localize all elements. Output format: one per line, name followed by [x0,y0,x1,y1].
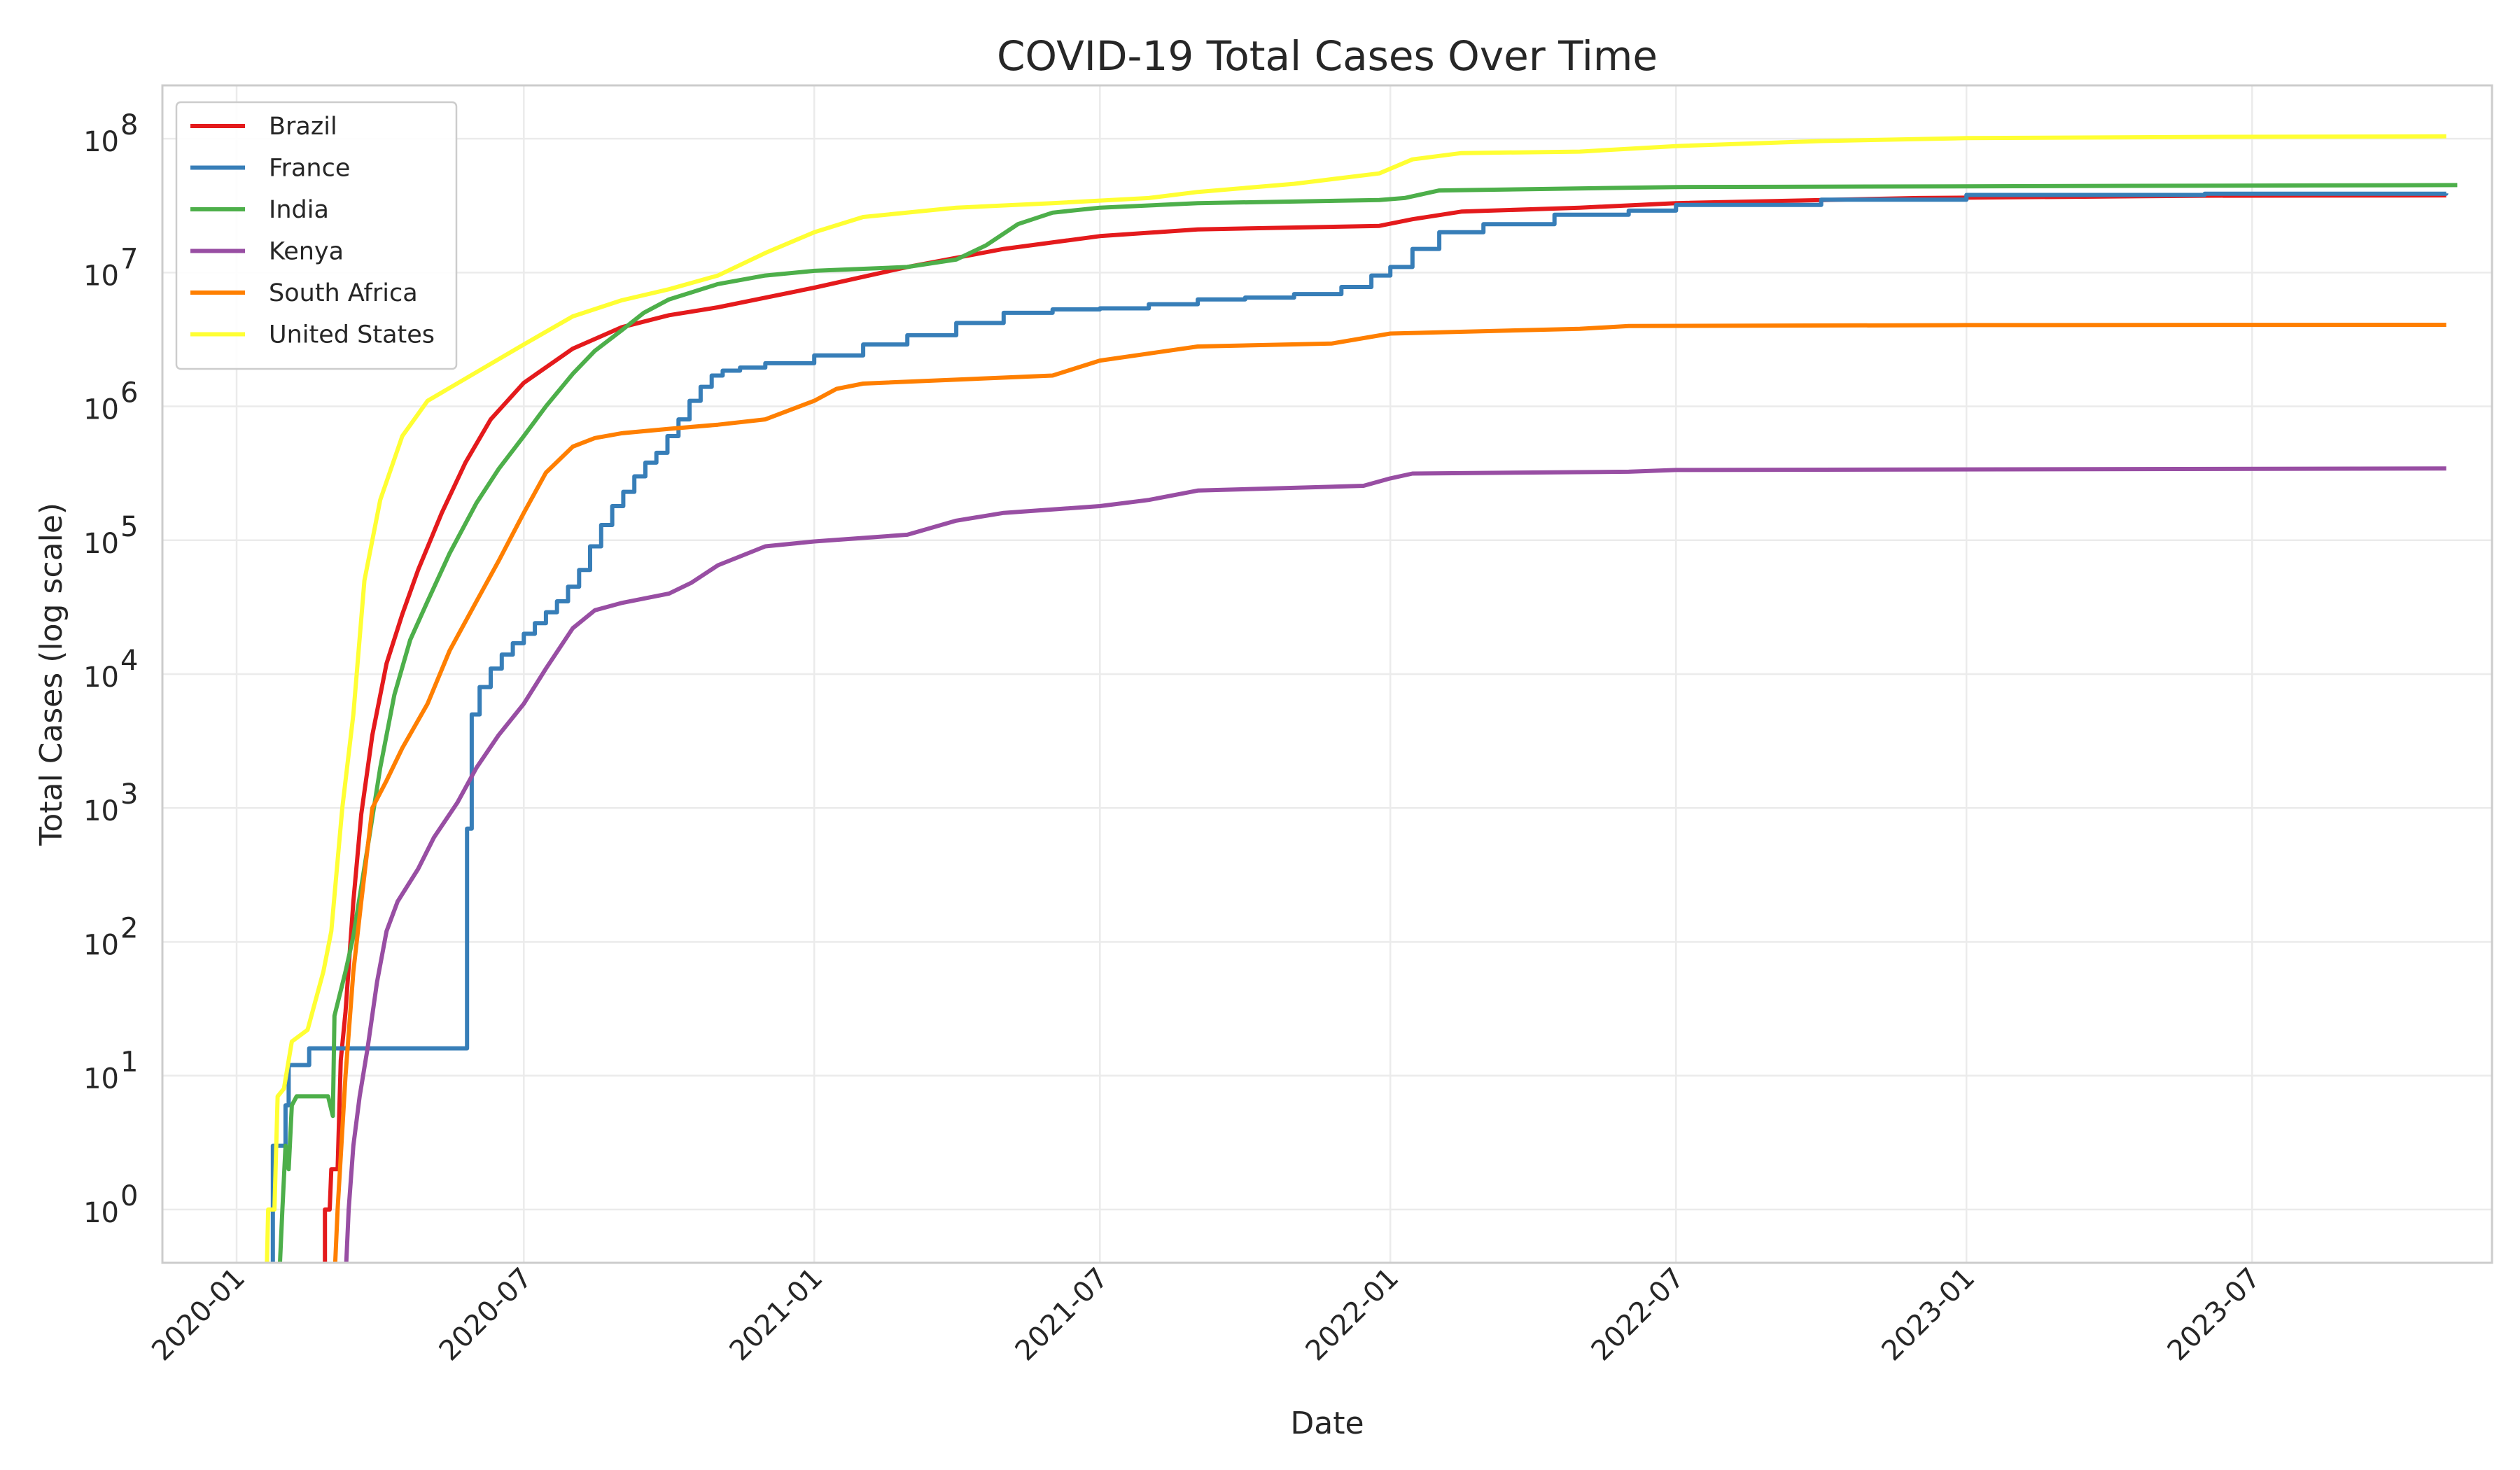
series-line-france [270,191,2449,1263]
x-tick-label: 2023-07 [2162,1262,2267,1368]
grid-layer [162,85,2492,1263]
series-line-united-states [265,134,2446,1263]
chart-title: COVID-19 Total Cases Over Time [997,32,1658,80]
y-tick-base: 10 [83,795,119,827]
y-tick-base: 10 [83,929,119,961]
y-tick-label: 104 [83,645,138,694]
series-line-india [277,183,2458,1263]
legend-label-kenya: Kenya [269,238,344,266]
y-tick-exponent: 7 [120,243,138,275]
x-tick-label: 2023-01 [1876,1262,1982,1368]
y-tick-exponent: 1 [120,1046,138,1079]
series-layer [265,134,2458,1263]
legend: Brazil France India Kenya South Africa United… [175,101,458,370]
x-axis-title: Date [1290,1406,1364,1441]
y-axis-title: Total Cases (log scale) [34,503,69,846]
legend-label-brazil: Brazil [269,113,337,141]
x-tick-label: 2021-07 [1009,1262,1115,1368]
series-line-brazil [323,193,2446,1263]
y-tick-label: 100 [83,1180,138,1229]
y-tick-base: 10 [83,394,119,426]
legend-label-united-states: United States [269,321,435,349]
y-tick-exponent: 8 [120,109,138,141]
y-tick-base: 10 [83,260,119,292]
y-tick-label: 102 [83,912,138,961]
y-tick-exponent: 0 [120,1180,138,1212]
y-tick-label: 103 [83,778,138,827]
legend-label-france: France [269,155,350,183]
legend-box [175,101,458,370]
x-tick-label: 2020-01 [146,1262,251,1368]
y-tick-label: 105 [83,511,138,560]
y-tick-label: 108 [83,109,138,158]
legend-label-india: India [269,196,329,224]
y-tick-exponent: 5 [120,511,138,543]
x-tick-label: 2021-01 [724,1262,830,1368]
y-tick-base: 10 [83,528,119,560]
y-tick-label: 107 [83,243,138,292]
y-tick-base: 10 [83,1197,119,1229]
series-line-south-africa [332,323,2446,1263]
y-tick-exponent: 4 [120,645,138,677]
legend-label-south-africa: South Africa [269,279,418,307]
y-tick-label: 106 [83,377,138,426]
y-tick-exponent: 6 [120,377,138,410]
y-tick-base: 10 [83,126,119,158]
x-tick-labels: 2020-01 2020-07 2021-01 2021-07 2022-01 2022-… [146,1262,2267,1368]
x-tick-label: 2022-07 [1586,1262,1691,1368]
plot-frame [161,84,2493,1264]
y-tick-base: 10 [83,1063,119,1096]
y-tick-exponent: 2 [120,912,138,944]
y-tick-exponent: 3 [120,778,138,811]
y-tick-label: 101 [83,1046,138,1096]
x-tick-label: 2022-01 [1300,1262,1406,1368]
y-tick-base: 10 [83,662,119,694]
series-line-kenya [344,466,2446,1263]
x-tick-label: 2020-07 [433,1262,539,1368]
